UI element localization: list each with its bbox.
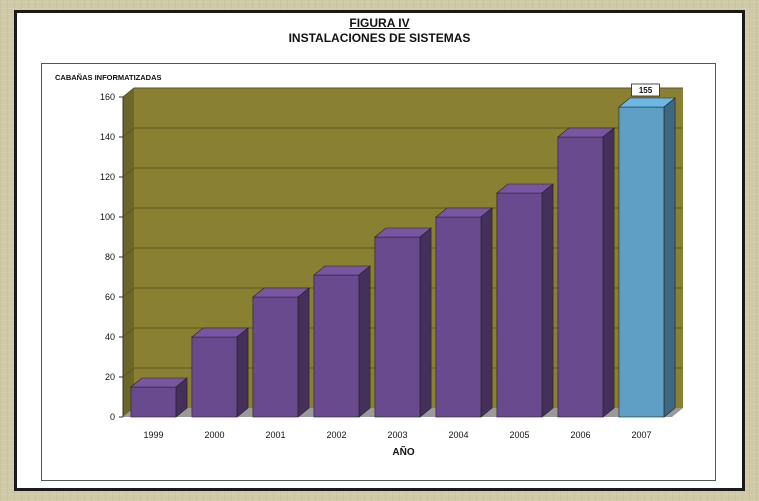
x-tick-label: 2004 (448, 430, 468, 440)
y-tick-label: 0 (110, 412, 115, 422)
bar-2006 (557, 136, 604, 418)
gridline-side (122, 367, 135, 378)
bar-2001 (252, 296, 299, 418)
bar-2003 (374, 236, 421, 418)
x-tick-label: 2007 (631, 430, 651, 440)
gridline-side (122, 87, 135, 98)
x-tick-label: 2006 (570, 430, 590, 440)
gridline-side (122, 247, 135, 258)
bar-chart: 0 20 40 60 80 100 120 140 160 1999 2000 2001 2002 200… (55, 73, 683, 458)
gridline-side (122, 127, 135, 138)
bar-side-2002 (358, 265, 371, 418)
data-label-box (631, 83, 660, 97)
x-tick-label: 2001 (265, 430, 285, 440)
gridline-side (122, 327, 135, 338)
bar-side-2006 (602, 127, 615, 418)
bar-2007 (618, 106, 665, 418)
bar-side-2005 (541, 183, 554, 418)
x-tick-label: 2005 (509, 430, 529, 440)
x-axis-title: AÑO (392, 445, 414, 458)
gridline-side (122, 287, 135, 298)
bar-side-2001 (297, 287, 310, 418)
data-label: 155 (639, 86, 653, 95)
x-tick-label: 2000 (204, 430, 224, 440)
y-tick-label: 20 (105, 372, 115, 382)
bar-side-2003 (419, 227, 432, 418)
figure-label: FIGURA IV (349, 16, 410, 30)
bar-2000 (191, 336, 238, 418)
x-tick-label: 2002 (326, 430, 346, 440)
bar-side-2007 (663, 97, 676, 418)
y-tick-label: 80 (105, 252, 115, 262)
bar-2005 (496, 192, 543, 418)
bar-2004 (435, 216, 482, 418)
x-tick-label: 2003 (387, 430, 407, 440)
figure-title: INSTALACIONES DE SISTEMAS (288, 31, 471, 45)
bar-2002 (313, 274, 360, 418)
figure-frame: FIGURA IV INSTALACIONES DE SISTEMAS 0 20 4… (14, 10, 745, 491)
bar-side-2004 (480, 207, 493, 418)
y-tick-label: 120 (100, 172, 115, 182)
gridline-side (122, 207, 135, 218)
y-tick-label: 100 (100, 212, 115, 222)
gridline-side (122, 167, 135, 178)
y-tick-label: 160 (100, 92, 115, 102)
bar-side-2000 (236, 327, 249, 418)
y-tick-label: 60 (105, 292, 115, 302)
y-axis-title: CABAÑAS INFORMATIZADAS (55, 73, 162, 82)
bar-1999 (130, 386, 177, 418)
bar-side-1999 (175, 377, 188, 418)
x-tick-label: 1999 (143, 430, 163, 440)
y-tick-label: 40 (105, 332, 115, 342)
y-tick-label: 140 (100, 132, 115, 142)
